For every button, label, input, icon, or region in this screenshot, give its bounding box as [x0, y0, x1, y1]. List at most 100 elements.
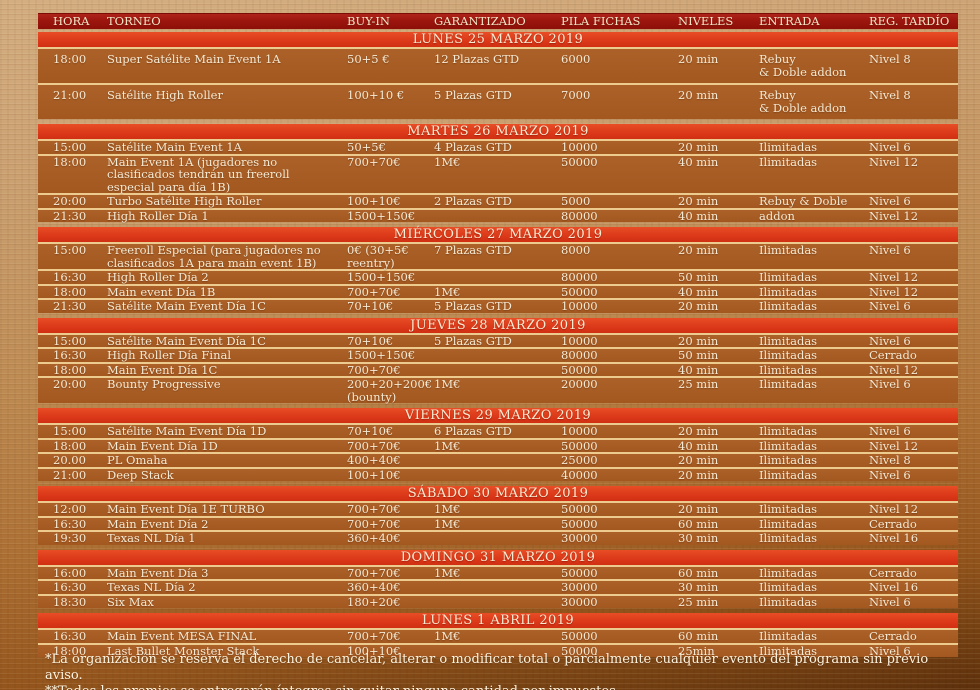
cell-entrada: Rebuy & Doble addon — [759, 52, 847, 79]
cell-niveles: 60 min — [678, 516, 719, 531]
cell-buyin: 100+10€ — [347, 643, 401, 658]
cell-reg-tardio: Cerrado — [869, 348, 917, 362]
cell-reg-tardio: Nivel 12 — [869, 154, 919, 169]
cell-niveles: 40 min — [678, 208, 719, 223]
cell-torneo: Last Bullet Monster Stack — [107, 643, 260, 658]
cell-niveles: 40 min — [678, 154, 719, 169]
table-row: 16:30 Main Event MESA FINAL 700+70€ 1M€ 5000… — [38, 630, 958, 643]
day-header: MARTES 26 MARZO 2019 — [38, 124, 958, 139]
disclaimer-line-1: *La organización se reserva el derecho d… — [45, 652, 929, 683]
cell-buyin: 180+20€ — [347, 594, 401, 609]
cell-buyin: 700+70€ — [347, 502, 401, 516]
table-row: 15:00 Freeroll Especial (para jugadores n… — [38, 244, 958, 269]
cell-hora: 15:00 — [53, 333, 87, 348]
cell-niveles: 20 min — [678, 194, 719, 208]
cell-entrada: Ilimitadas — [759, 643, 818, 658]
cell-pila-fichas: 50000 — [561, 629, 598, 643]
cell-hora: 15:00 — [53, 140, 87, 154]
cell-pila-fichas: 20000 — [561, 377, 598, 391]
cell-niveles: 40 min — [678, 438, 719, 453]
cell-pila-fichas: 25000 — [561, 453, 598, 467]
cell-garantizado: 1M€ — [434, 438, 461, 453]
cell-entrada: Ilimitadas — [759, 140, 818, 154]
cell-reg-tardio: Cerrado — [869, 565, 917, 580]
cell-pila-fichas: 8000 — [561, 243, 591, 257]
cell-garantizado: 5 Plazas GTD — [434, 88, 512, 102]
cell-reg-tardio: Nivel 6 — [869, 243, 911, 257]
cell-pila-fichas: 50000 — [561, 438, 598, 453]
cell-pila-fichas: 50000 — [561, 154, 598, 169]
cell-hora: 18:00 — [53, 284, 87, 299]
cell-reg-tardio: Nivel 8 — [869, 453, 911, 467]
cell-buyin: 1500+150€ — [347, 208, 416, 223]
disclaimer-line-2: **Todos los premios se entregarán íntegr… — [45, 684, 965, 690]
cell-hora: 16:30 — [53, 516, 87, 531]
cell-torneo: Satélite Main Event Día 1D — [107, 424, 267, 438]
cell-pila-fichas: 50000 — [561, 516, 598, 531]
cell-buyin: 70+10€ — [347, 424, 394, 438]
cell-hora: 21:00 — [53, 88, 87, 102]
day-header: DOMINGO 31 MARZO 2019 — [38, 549, 958, 565]
cell-niveles: 20 min — [678, 140, 719, 154]
cell-reg-tardio: Cerrado — [869, 629, 917, 643]
cell-niveles: 20 min — [678, 243, 719, 257]
cell-garantizado: 1M€ — [434, 565, 461, 580]
cell-pila-fichas: 6000 — [561, 52, 591, 66]
cell-hora: 20:00 — [53, 194, 87, 208]
cell-torneo: Turbo Satélite High Roller — [107, 194, 262, 208]
cell-pila-fichas: 30000 — [561, 580, 598, 594]
cell-buyin: 50+5€ — [347, 140, 386, 154]
cell-torneo: Main Event 1A (jugadores no clasificados… — [107, 154, 290, 194]
cell-hora: 19:30 — [53, 531, 87, 545]
table-row: 15:00 Satélite Main Event 1A 50+5€ 4 Plazas… — [38, 141, 958, 154]
cell-niveles: 20 min — [678, 52, 719, 66]
cell-buyin: 700+70€ — [347, 154, 401, 169]
cell-niveles: 20 min — [678, 453, 719, 467]
day-header: VIERNES 29 MARZO 2019 — [38, 408, 958, 423]
cell-buyin: 200+20+200€ (bounty) — [347, 377, 433, 404]
cell-pila-fichas: 50000 — [561, 284, 598, 299]
cell-garantizado: 7 Plazas GTD — [434, 243, 512, 257]
cell-pila-fichas: 50000 — [561, 643, 598, 658]
cell-torneo: Freeroll Especial (para jugadores no cla… — [107, 243, 321, 270]
cell-entrada: Ilimitadas — [759, 284, 818, 299]
cell-niveles: 20 min — [678, 467, 719, 482]
cell-entrada: Ilimitadas — [759, 438, 818, 453]
table-row: 21:30 High Roller Día 1 1500+150€ 80000 40 m… — [38, 208, 958, 223]
cell-buyin: 700+70€ — [347, 565, 401, 580]
cell-torneo: Main Event Día 1C — [107, 362, 218, 377]
table-row: 16:30 Texas NL Día 2 360+40€ 30000 30 min Ili… — [38, 581, 958, 594]
cell-niveles: 20 min — [678, 502, 719, 516]
cell-hora: 16:00 — [53, 565, 87, 580]
cell-reg-tardio: Nivel 8 — [869, 52, 911, 66]
cell-niveles: 40 min — [678, 284, 719, 299]
cell-hora: 20:00 — [53, 377, 87, 391]
cell-hora: 18:00 — [53, 52, 87, 66]
table-row: 18:00 Main Event Día 1D 700+70€ 1M€ 50000 40 … — [38, 438, 958, 453]
table-row: 20:00 Turbo Satélite High Roller 100+10€ 2 … — [38, 195, 958, 208]
table-row: 12:00 Main Event Día 1E TURBO 700+70€ 1M€ 50… — [38, 503, 958, 516]
day-section: LUNES 1 ABRIL 2019 16:30 Main Event MESA F… — [38, 613, 958, 657]
cell-garantizado: 1M€ — [434, 502, 461, 516]
cell-niveles: 25 min — [678, 594, 719, 609]
cell-garantizado: 5 Plazas GTD — [434, 333, 512, 348]
cell-garantizado: 12 Plazas GTD — [434, 52, 520, 66]
cell-niveles: 30 min — [678, 580, 719, 594]
cell-reg-tardio: Nivel 12 — [869, 502, 919, 516]
cell-pila-fichas: 80000 — [561, 270, 598, 284]
cell-reg-tardio: Cerrado — [869, 516, 917, 531]
cell-buyin: 700+70€ — [347, 629, 401, 643]
cell-entrada: Ilimitadas — [759, 377, 818, 391]
column-header-garantizado: GARANTIZADO — [434, 14, 526, 28]
cell-hora: 21:30 — [53, 208, 87, 223]
cell-reg-tardio: Nivel 16 — [869, 580, 919, 594]
cell-pila-fichas: 30000 — [561, 594, 598, 609]
column-header-row: HORA TORNEO BUY-IN GARANTIZADO PILA FICH… — [38, 13, 958, 29]
table-row: 18:00 Last Bullet Monster Stack 100+10€ 500… — [38, 643, 958, 658]
cell-torneo: Deep Stack — [107, 467, 174, 482]
cell-reg-tardio: Nivel 6 — [869, 467, 911, 482]
cell-entrada: Ilimitadas — [759, 516, 818, 531]
cell-pila-fichas: 5000 — [561, 194, 591, 208]
table-row: 16:30 High Roller Día Final 1500+150€ 80000… — [38, 349, 958, 362]
cell-entrada: Ilimitadas — [759, 299, 818, 313]
